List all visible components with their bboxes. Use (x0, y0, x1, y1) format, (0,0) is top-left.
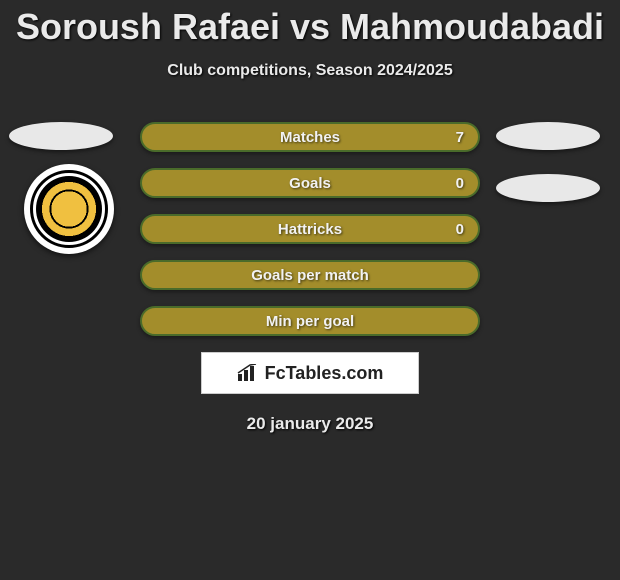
stat-value-right: 0 (456, 221, 464, 238)
stats-area: Matches 7 Goals 0 Hattricks 0 Goals per … (0, 122, 620, 336)
stat-value-right: 0 (456, 175, 464, 192)
date-line: 20 january 2025 (0, 414, 620, 434)
stat-label: Matches (280, 129, 340, 146)
stat-row-hattricks: Hattricks 0 (140, 214, 480, 244)
badge-sun-icon (36, 176, 102, 242)
player-left-column (8, 122, 114, 254)
stat-label: Goals (289, 175, 331, 192)
stat-row-goals-per-match: Goals per match (140, 260, 480, 290)
stat-label: Hattricks (278, 221, 342, 238)
player-right-club-placeholder-icon (496, 174, 600, 202)
player-left-club-badge (24, 164, 114, 254)
stat-label: Goals per match (251, 267, 369, 284)
fctables-logo-box: FcTables.com (201, 352, 419, 394)
badge-ring-icon (30, 170, 108, 248)
stat-label: Min per goal (266, 313, 354, 330)
player-right-head-icon (496, 122, 600, 150)
stat-rows: Matches 7 Goals 0 Hattricks 0 Goals per … (140, 122, 480, 336)
subtitle: Club competitions, Season 2024/2025 (0, 62, 620, 80)
stat-value-right: 7 (456, 129, 464, 146)
page-title: Soroush Rafaei vs Mahmoudabadi (0, 0, 620, 48)
stat-row-min-per-goal: Min per goal (140, 306, 480, 336)
bar-chart-icon (237, 364, 259, 382)
logo-text: FcTables.com (265, 363, 384, 384)
player-right-column (496, 122, 600, 210)
player-left-head-icon (9, 122, 113, 150)
stat-row-goals: Goals 0 (140, 168, 480, 198)
stat-row-matches: Matches 7 (140, 122, 480, 152)
